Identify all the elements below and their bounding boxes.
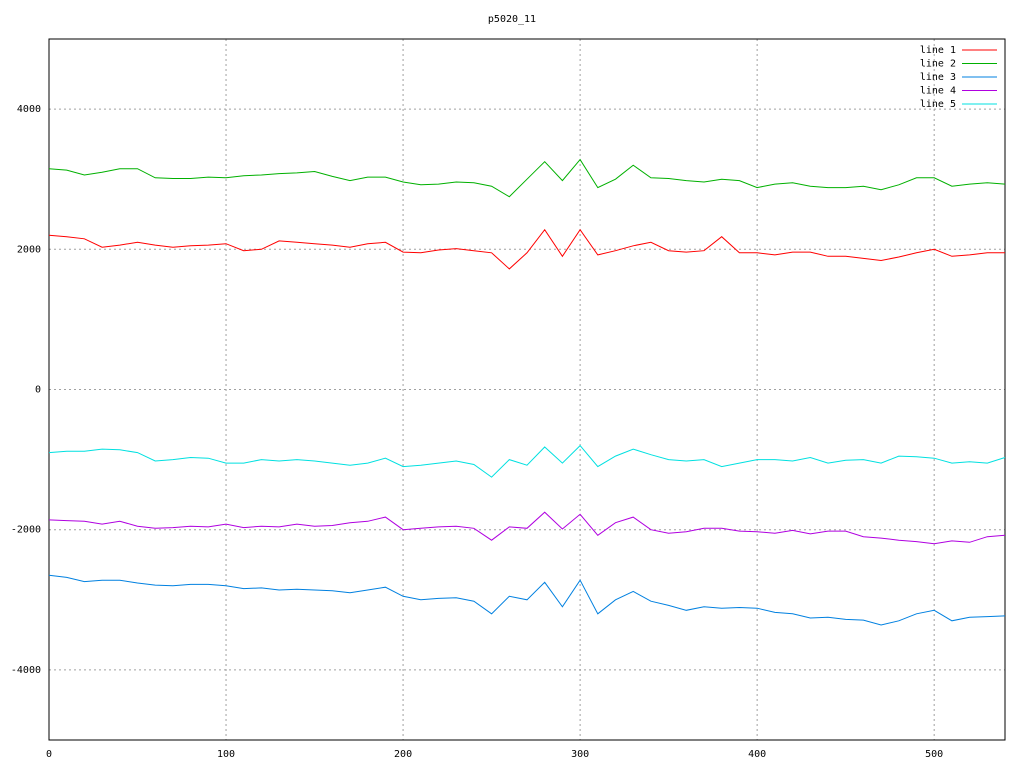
x-tick-label: 300 bbox=[571, 749, 589, 760]
data-line bbox=[48, 228, 1005, 270]
legend-label: line 1 bbox=[920, 45, 956, 56]
plot-border bbox=[48, 38, 1006, 741]
legend-label: line 3 bbox=[920, 72, 956, 83]
x-tick-label: 200 bbox=[394, 749, 412, 760]
x-tick-label: 100 bbox=[217, 749, 235, 760]
data-line bbox=[48, 444, 1006, 478]
legend-label: line 5 bbox=[920, 99, 956, 110]
x-tick-label: 500 bbox=[925, 749, 943, 760]
x-tick-label: 400 bbox=[748, 749, 766, 760]
y-tick-label: -4000 bbox=[11, 665, 41, 676]
y-tick-label: 2000 bbox=[17, 244, 41, 255]
data-line bbox=[48, 158, 1006, 198]
data-line bbox=[48, 511, 1006, 545]
y-tick-label: -2000 bbox=[11, 525, 41, 536]
chart-title: p5020_11 bbox=[488, 14, 536, 25]
y-tick-label: 4000 bbox=[17, 104, 41, 115]
legend-label: line 4 bbox=[920, 86, 956, 97]
y-tick-label: 0 bbox=[35, 385, 41, 396]
x-tick-label: 0 bbox=[46, 749, 52, 760]
legend-label: line 2 bbox=[920, 59, 956, 70]
data-line bbox=[48, 574, 1006, 626]
